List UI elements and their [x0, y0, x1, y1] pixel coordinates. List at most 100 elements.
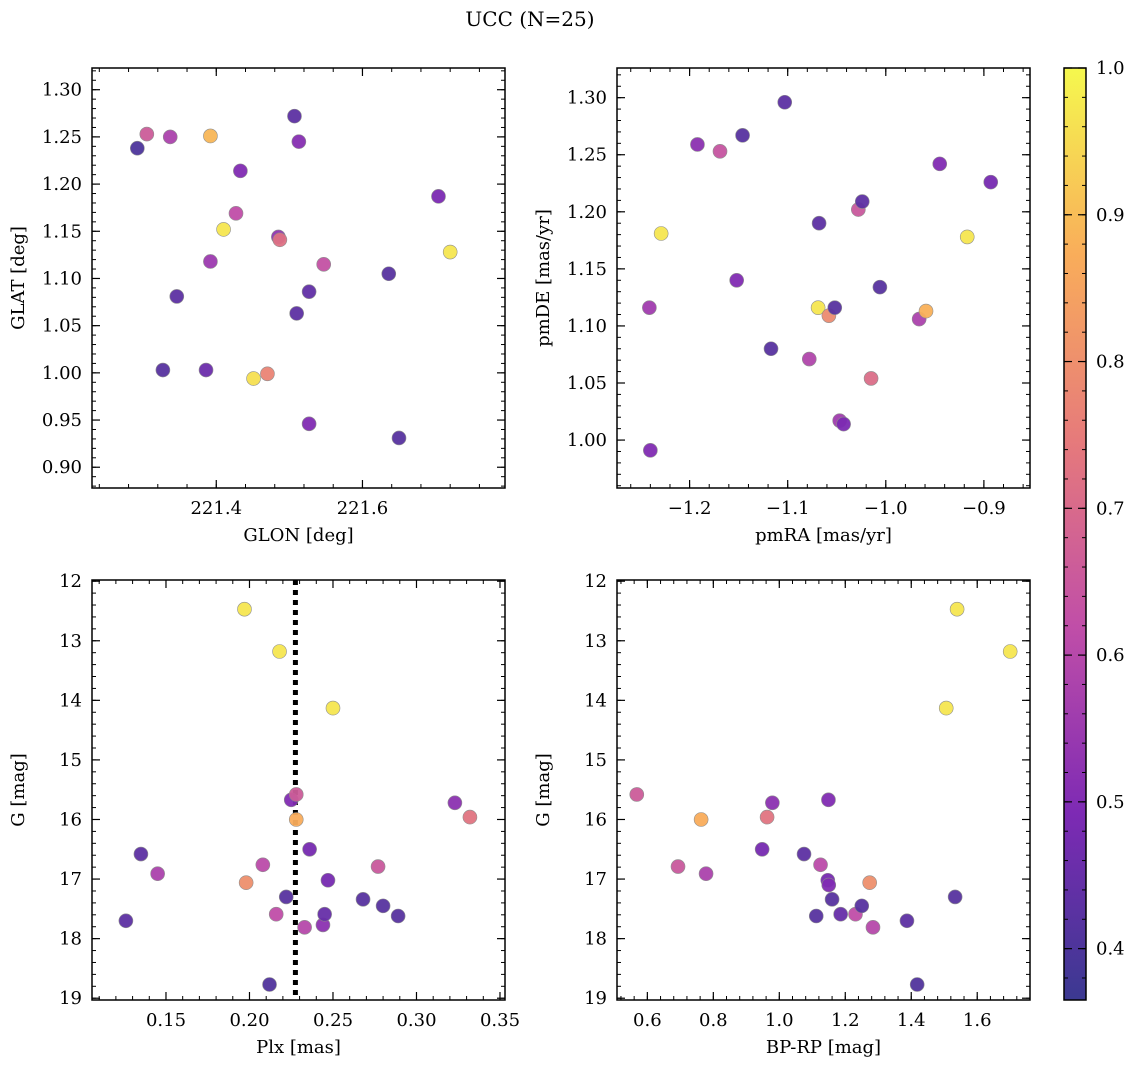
- x-tick-label: −1.1: [766, 498, 810, 519]
- scatter-points: [130, 108, 458, 446]
- y-tick-label: 14: [584, 690, 607, 711]
- scatter-point: [228, 206, 244, 221]
- scatter-point: [653, 226, 669, 241]
- scatter-point: [288, 812, 304, 827]
- axes-frame: [91, 579, 506, 1001]
- x-tick-label: 0.30: [396, 1010, 436, 1031]
- scatter-point: [754, 841, 770, 857]
- figure-title: UCC (N=25): [465, 7, 594, 31]
- scatter-points: [629, 601, 1018, 992]
- scatter-point: [821, 877, 837, 893]
- x-tick-label: −1.2: [668, 498, 712, 519]
- axes-frame: [616, 579, 1031, 1001]
- y-tick-label: 15: [59, 750, 82, 771]
- scatter-point: [872, 279, 888, 295]
- x-tick-label: 1.4: [897, 1010, 926, 1031]
- colorbar-tick-label: 0.6: [1096, 645, 1125, 666]
- scatter-point: [390, 908, 406, 924]
- scatter-point: [375, 898, 391, 914]
- scatter-point: [854, 194, 870, 209]
- y-tick-label: 19: [59, 988, 82, 1009]
- x-tick-label: 221.4: [190, 498, 242, 519]
- y-tick-label: 1.15: [42, 221, 82, 242]
- scatter-point: [811, 215, 827, 231]
- y-tick-label: 15: [584, 750, 607, 771]
- x-tick-label: 221.6: [337, 498, 389, 519]
- scatter-point: [854, 898, 870, 914]
- colorbar-frame: [1063, 67, 1087, 1001]
- colorbar-tick-label: 0.7: [1096, 498, 1125, 519]
- y-tick-label: 1.20: [42, 174, 82, 195]
- scatter-point: [317, 906, 332, 922]
- scatter-point: [909, 977, 925, 992]
- scatter-point: [391, 430, 407, 446]
- scatter-point: [262, 977, 277, 992]
- scatter-point: [237, 601, 252, 617]
- scatter-point: [759, 809, 775, 825]
- scatter-point: [272, 232, 288, 248]
- scatter-point: [442, 244, 458, 260]
- scatter-point: [836, 416, 851, 432]
- x-tick-label: 1.0: [765, 1010, 794, 1031]
- colorbar-tick-label: 1.0: [1096, 58, 1125, 79]
- y-tick-label: 12: [584, 571, 607, 592]
- scatter-point: [278, 889, 294, 905]
- scatter-point: [863, 371, 879, 386]
- scatter-point: [899, 913, 915, 929]
- y-tick-label: 1.15: [567, 259, 607, 280]
- colorbar: 0.4 0.5 0.6 0.7 0.8 0.9 1.0: [1063, 58, 1125, 1001]
- y-axis-label: GLAT [deg]: [8, 226, 29, 330]
- scatter-point: [289, 306, 304, 321]
- axes-frame: [616, 67, 1031, 489]
- colorbar-tick-label: 0.4: [1096, 939, 1125, 960]
- scatter-point: [203, 128, 218, 144]
- scatter-point: [810, 300, 826, 315]
- scatter-point: [238, 875, 254, 890]
- axes-frame: [91, 67, 506, 489]
- y-tick-label: 16: [59, 809, 82, 830]
- x-tick-label: −0.9: [962, 498, 1006, 519]
- scatter-point: [938, 700, 954, 716]
- panel-glon-glat: 221.4 221.6 0.90 0.95 1.00 1.05 1.10 1.15 1.20 1.…: [8, 67, 506, 546]
- x-axis-label: pmRA [mas/yr]: [755, 525, 892, 546]
- scatter-point: [862, 875, 877, 890]
- scatter-point: [233, 163, 248, 179]
- scatter-point: [1002, 644, 1018, 659]
- x-tick-label: 0.35: [480, 1010, 520, 1031]
- scatter-point: [169, 289, 185, 304]
- scatter-point: [643, 443, 658, 458]
- scatter-point: [690, 137, 705, 152]
- minor-ticks: [617, 68, 1030, 488]
- scatter-point: [216, 222, 231, 237]
- y-tick-label: 18: [584, 929, 607, 950]
- scatter-point: [801, 351, 817, 367]
- scatter-point: [268, 906, 284, 922]
- scatter-point: [288, 787, 304, 802]
- scatter-point: [865, 920, 881, 935]
- scatter-point: [381, 266, 397, 282]
- y-tick-label: 16: [584, 809, 607, 830]
- y-tick-label: 1.05: [42, 316, 82, 337]
- scatter-point: [765, 795, 780, 811]
- scatter-point: [729, 272, 744, 288]
- y-tick-label: 1.30: [567, 88, 607, 109]
- minor-ticks: [92, 68, 505, 488]
- panel-pmra-pmde: −1.2 −1.1 −1.0 −0.9 1.00 1.05 1.10 1.15 1.20 1.25…: [533, 67, 1031, 546]
- panel-plx-g: 0.15 0.20 0.25 0.30 0.35 12 13 14 15 16 17 18 19 Plx …: [8, 571, 520, 1058]
- scatter-point: [198, 362, 214, 378]
- scatter-points: [118, 601, 478, 992]
- scatter-point: [693, 812, 709, 827]
- y-tick-label: 18: [59, 929, 82, 950]
- scatter-point: [918, 303, 934, 319]
- scatter-point: [431, 189, 446, 204]
- minor-ticks: [617, 580, 1030, 1000]
- scatter-point: [763, 341, 779, 357]
- colorbar-tick-label: 0.5: [1096, 792, 1125, 813]
- scatter-point: [297, 920, 312, 935]
- scatter-point: [983, 174, 999, 190]
- colorbar-tick-label: 0.8: [1096, 352, 1125, 373]
- y-tick-label: 19: [584, 988, 607, 1009]
- y-tick-label: 14: [59, 690, 82, 711]
- y-tick-label: 1.25: [567, 145, 607, 166]
- scatter-point: [139, 126, 155, 142]
